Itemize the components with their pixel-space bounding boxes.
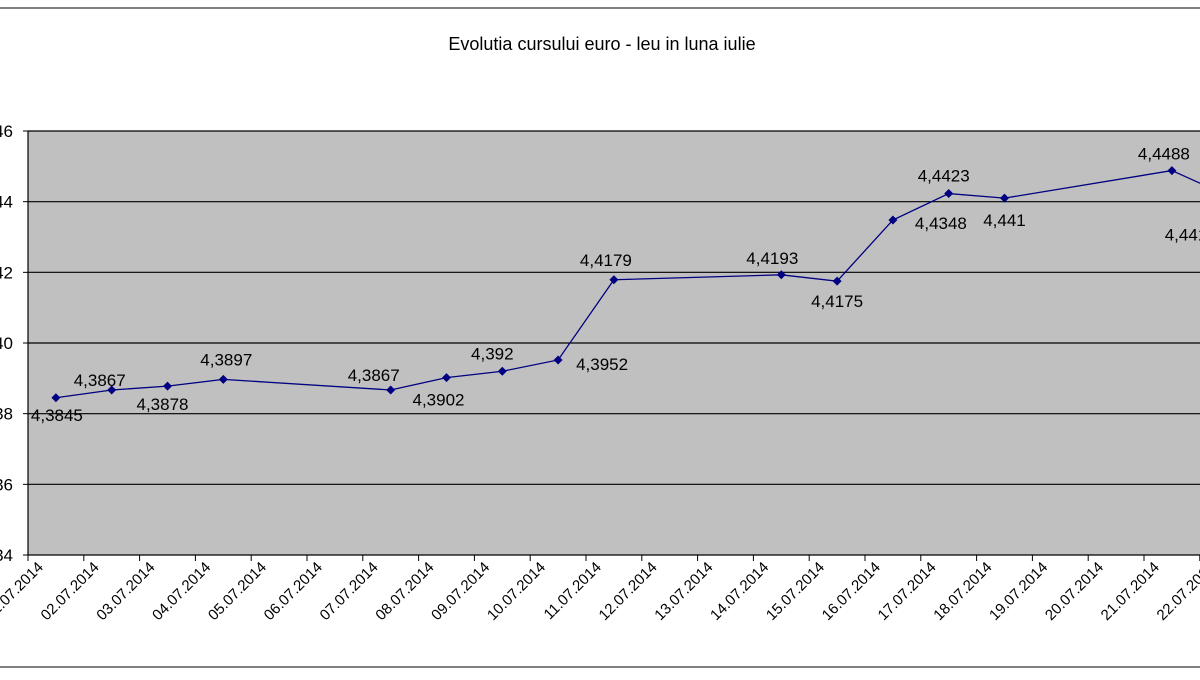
x-tick-label: 16.07.2014 <box>819 559 884 624</box>
data-label: 4,441 <box>983 211 1026 230</box>
data-label: 4,3845 <box>31 406 83 425</box>
data-label: 4,4417 <box>1165 226 1200 245</box>
data-label: 4,3952 <box>576 355 628 374</box>
data-point-marker <box>1167 166 1177 176</box>
x-tick-label: 07.07.2014 <box>317 559 382 624</box>
x-tick-label: 21.07.2014 <box>1098 559 1163 624</box>
data-point-marker <box>553 355 563 365</box>
data-label: 4,392 <box>471 344 514 363</box>
data-point-marker <box>888 215 898 225</box>
x-tick-label: 08.07.2014 <box>372 559 437 624</box>
x-tick-label: 10.07.2014 <box>484 559 549 624</box>
data-label: 4,4488 <box>1138 145 1190 164</box>
x-tick-label: 04.07.2014 <box>149 559 214 624</box>
x-tick-label: 06.07.2014 <box>261 559 326 624</box>
data-point-marker <box>776 270 786 280</box>
data-point-marker <box>497 366 507 376</box>
y-tick-label: 4,38 <box>0 405 13 424</box>
data-label: 4,4423 <box>918 167 970 186</box>
data-point-marker <box>609 275 619 285</box>
data-point-marker <box>832 276 842 286</box>
data-label: 4,3902 <box>413 391 465 410</box>
x-tick-label: 20.07.2014 <box>1042 559 1107 624</box>
x-tick-label: 17.07.2014 <box>875 559 940 624</box>
x-tick-label: 12.07.2014 <box>596 559 661 624</box>
data-point-marker <box>944 189 954 199</box>
data-point-marker <box>442 373 451 383</box>
data-label: 4,3897 <box>200 350 252 369</box>
data-point-marker <box>163 381 172 391</box>
x-tick-label: 11.07.2014 <box>541 559 605 623</box>
data-label: 4,4348 <box>915 214 967 233</box>
data-point-marker <box>107 385 117 395</box>
data-label: 4,4179 <box>580 251 632 270</box>
x-tick-label: 15.07.2014 <box>763 559 828 624</box>
x-tick-label: 03.07.2014 <box>93 559 158 624</box>
y-tick-label: 4,42 <box>0 263 13 282</box>
x-tick-label: 14.07.2014 <box>707 559 772 624</box>
y-tick-label: 4,46 <box>0 122 13 141</box>
data-point-marker <box>218 374 228 384</box>
x-tick-label: 09.07.2014 <box>428 559 493 624</box>
x-tick-label: 13.07.2014 <box>651 559 716 624</box>
x-tick-label: 19.07.2014 <box>986 559 1051 624</box>
series-line <box>55 169 1200 399</box>
y-tick-label: 4,36 <box>0 475 13 494</box>
x-tick-label: 02.07.2014 <box>38 559 103 624</box>
x-tick-label: 18.07.2014 <box>930 559 995 624</box>
data-label: 4,3867 <box>348 366 400 385</box>
data-label: 4,3878 <box>137 395 189 414</box>
data-label: 4,4193 <box>746 249 798 268</box>
y-tick-label: 4,34 <box>0 546 13 565</box>
y-tick-label: 4,40 <box>0 334 13 353</box>
data-point-marker <box>386 385 396 395</box>
x-tick-label: 05.07.2014 <box>205 559 270 624</box>
data-point-marker <box>1000 193 1009 203</box>
chart-title: Evolutia cursului euro - leu in luna iul… <box>448 34 755 54</box>
y-tick-label: 4,44 <box>0 193 13 212</box>
data-label: 4,4175 <box>811 292 863 311</box>
data-label: 4,3867 <box>74 371 126 390</box>
data-point-marker <box>51 393 61 403</box>
